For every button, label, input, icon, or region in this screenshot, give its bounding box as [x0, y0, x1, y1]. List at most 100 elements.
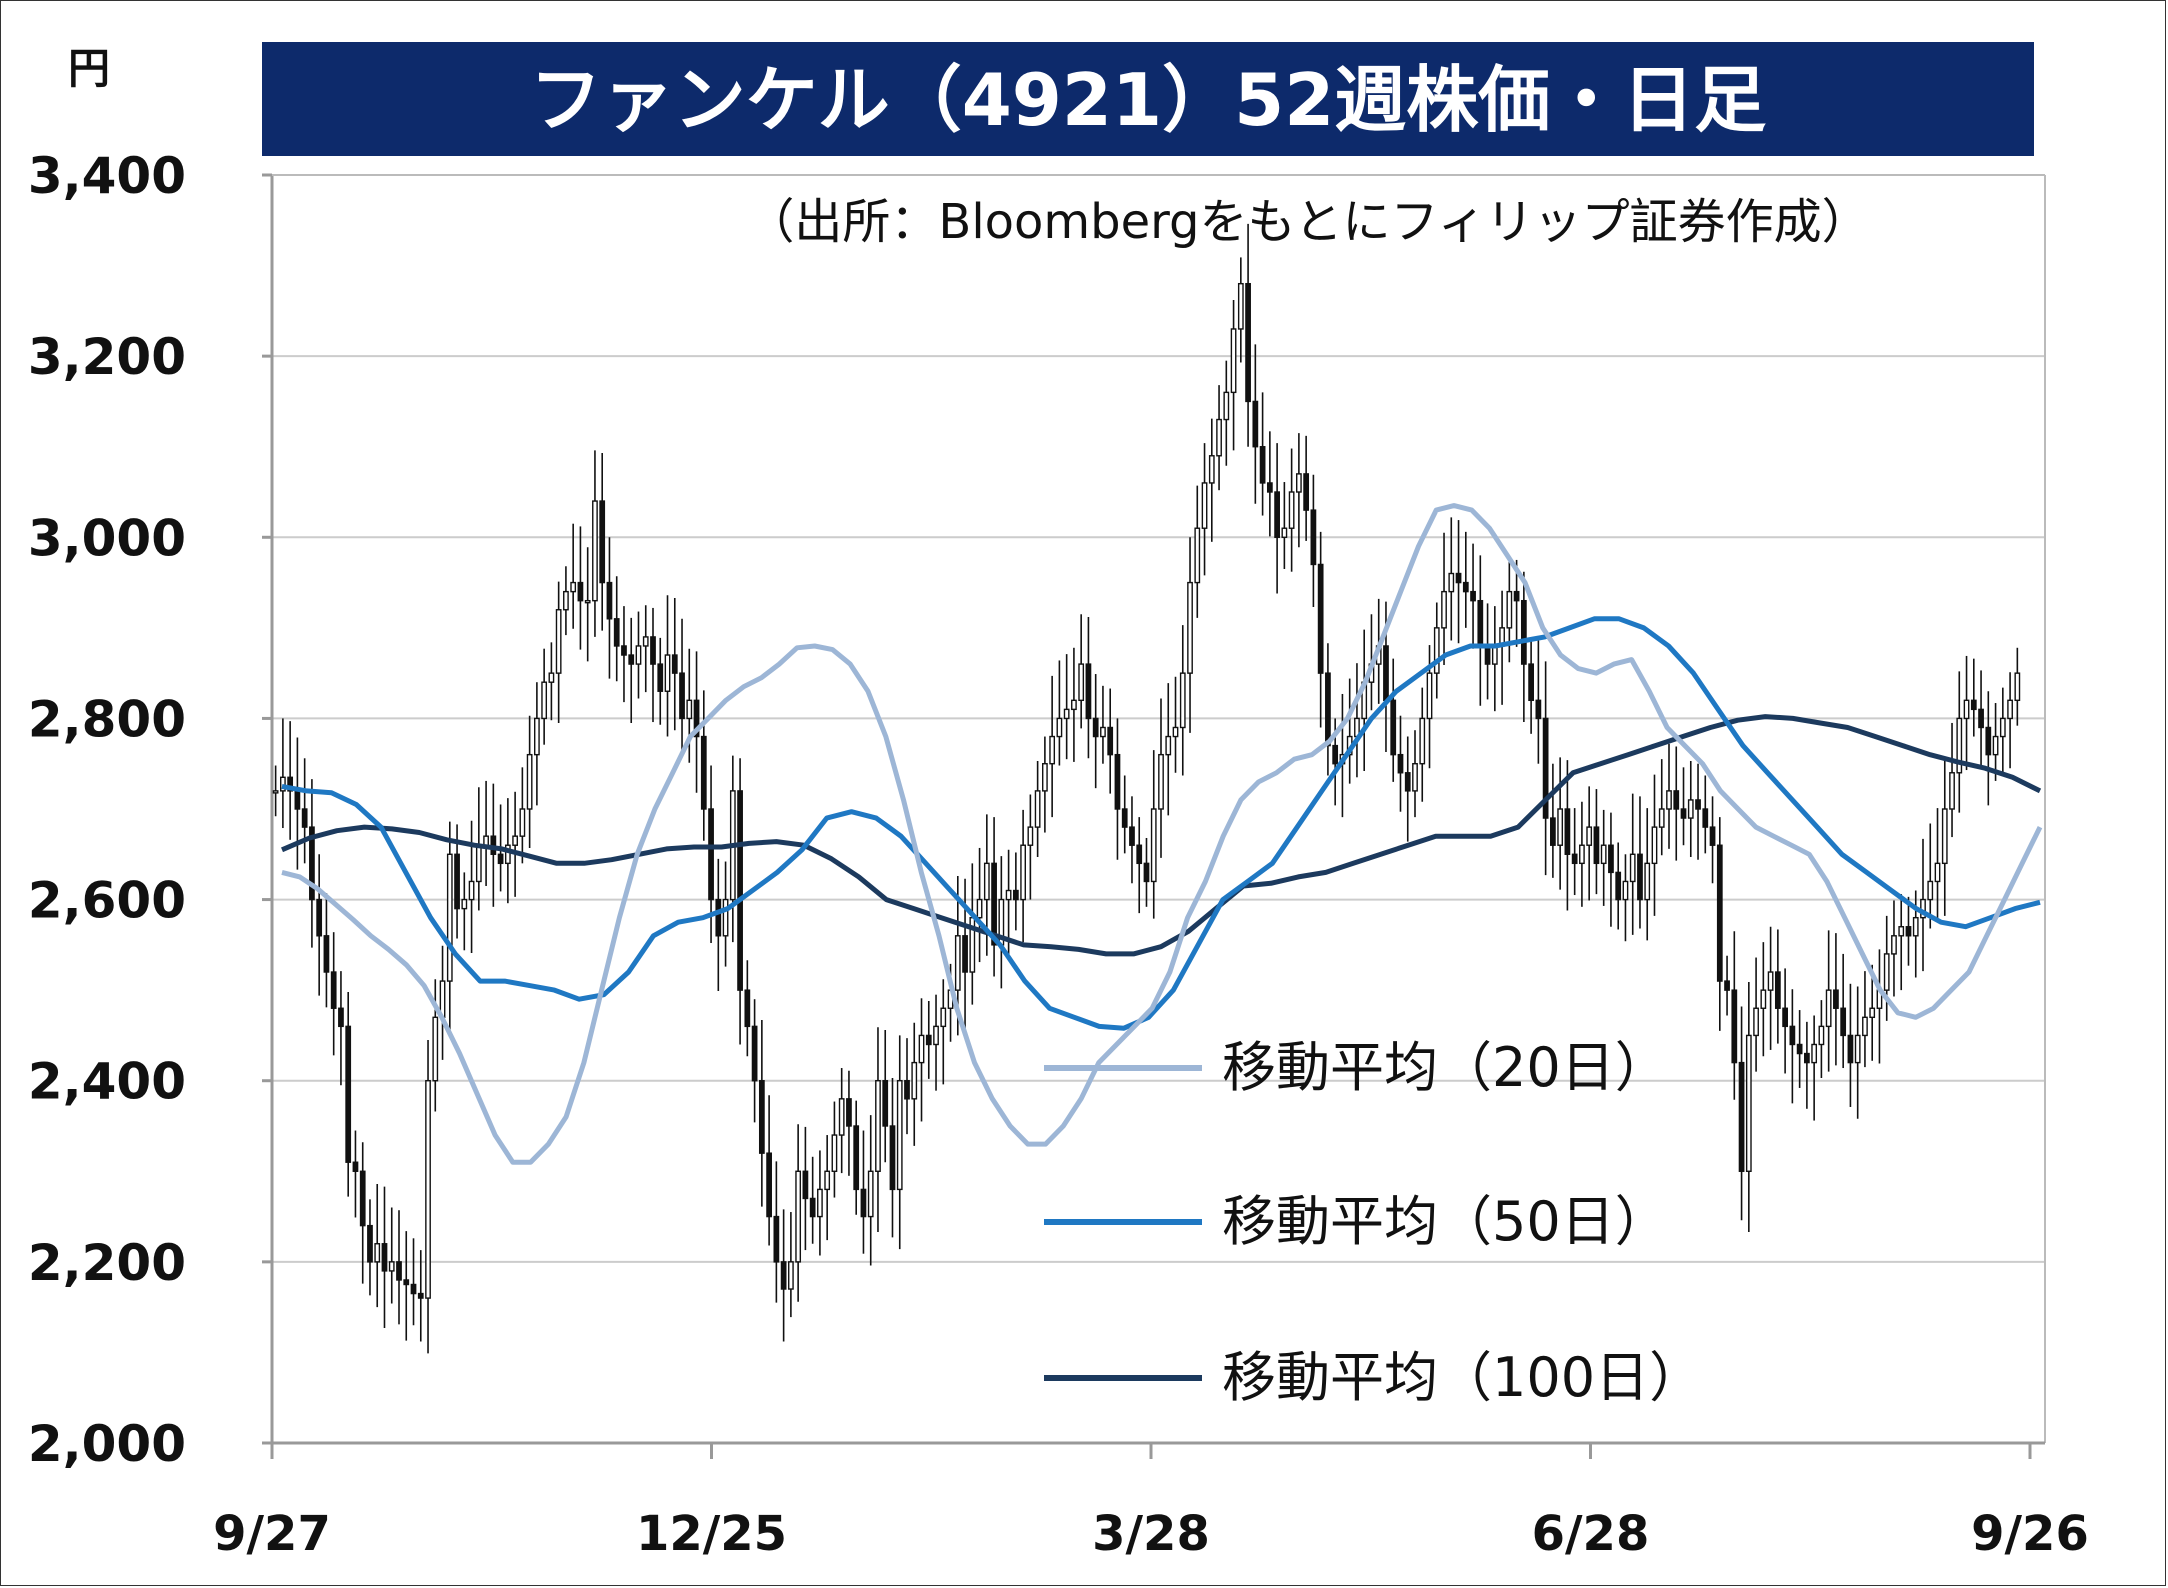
candle-body — [700, 735, 707, 810]
candle-body — [671, 654, 678, 674]
candle-body — [621, 645, 627, 656]
candle-body — [1020, 844, 1026, 901]
candle-body — [1034, 790, 1041, 828]
candle — [584, 547, 591, 662]
candle-body — [1477, 599, 1484, 647]
candle-body — [1804, 1052, 1810, 1064]
ma50-line — [281, 616, 2041, 1031]
candle-body — [809, 1197, 816, 1218]
candle-body — [1107, 726, 1114, 756]
candle-body — [824, 1170, 831, 1191]
candle — [1629, 793, 1636, 935]
candle-body — [359, 1170, 366, 1227]
candle-body — [519, 808, 526, 837]
candle — [439, 945, 446, 1060]
candle-body — [1593, 826, 1600, 865]
candle-body — [991, 862, 997, 946]
candle — [693, 651, 700, 793]
candle — [896, 1035, 903, 1250]
candle-body — [272, 790, 279, 794]
candle-body — [1100, 726, 1106, 738]
candle-body — [882, 1080, 889, 1127]
candle — [2014, 647, 2021, 726]
candle — [925, 1001, 932, 1079]
candle-body — [1071, 699, 1077, 711]
y-tick-label: 2,000 — [28, 1415, 186, 1473]
candle — [1150, 750, 1157, 919]
candle — [1963, 655, 1970, 771]
candle-body — [1208, 455, 1215, 484]
candle — [1600, 809, 1607, 906]
candle — [1687, 760, 1694, 858]
candle — [468, 820, 475, 954]
y-tick-label: 2,600 — [28, 872, 186, 930]
candle — [1847, 983, 1854, 1107]
candle-body — [1462, 581, 1469, 593]
candle-body — [1586, 826, 1593, 846]
candle — [294, 737, 301, 870]
candle-body — [497, 853, 504, 865]
candle — [831, 1101, 838, 1198]
legend-item: 移動平均（100日） — [1044, 1346, 1703, 1409]
candle — [475, 787, 482, 911]
candle — [1020, 809, 1026, 943]
candle-body — [962, 935, 968, 973]
candle — [1854, 986, 1861, 1119]
candle — [1310, 474, 1317, 608]
candle — [867, 1115, 874, 1266]
candle-body — [316, 898, 323, 937]
candle-body — [410, 1283, 417, 1295]
candle-body — [1390, 699, 1397, 756]
candle — [1637, 796, 1643, 929]
candle-body — [1513, 590, 1520, 602]
candle — [1992, 703, 1999, 781]
candle — [1288, 448, 1295, 572]
candle-body — [802, 1170, 809, 1200]
candle — [1179, 625, 1186, 776]
candle — [875, 1027, 881, 1232]
candle-body — [417, 1292, 424, 1299]
x-tick-label: 9/26 — [1971, 1506, 2089, 1562]
candle — [744, 960, 751, 1057]
candle-body — [1840, 1007, 1847, 1037]
candle — [1092, 674, 1099, 789]
legend: 移動平均（20日） 移動平均（50日） 移動平均（100日） — [1044, 1036, 1703, 1409]
candle — [330, 932, 337, 1056]
candle-body — [1252, 400, 1259, 448]
candle-body — [1600, 844, 1607, 865]
candle-body — [483, 835, 489, 846]
candle — [1941, 756, 1948, 916]
candle-body — [664, 654, 671, 692]
legend-label: 移動平均（20日） — [1222, 1036, 1669, 1099]
candle-body — [708, 808, 714, 901]
candle-body — [301, 808, 308, 828]
candle — [991, 817, 997, 977]
candle — [788, 1212, 794, 1318]
candle — [1455, 520, 1462, 644]
candle-body — [1042, 763, 1048, 792]
candle-body — [846, 1098, 852, 1127]
candle — [1760, 942, 1767, 1057]
candle-body — [1571, 853, 1578, 865]
candle-body — [1158, 753, 1164, 810]
candle — [1085, 616, 1092, 759]
candle-body — [1680, 808, 1687, 819]
candle-body — [933, 1025, 939, 1046]
candle-body — [1310, 509, 1317, 566]
candle — [1644, 808, 1651, 941]
candle-body — [548, 672, 555, 683]
candle-body — [1216, 418, 1222, 457]
candle — [352, 1130, 359, 1218]
candle — [904, 1038, 910, 1135]
candle — [1702, 775, 1709, 854]
candle — [1745, 981, 1752, 1232]
candle — [1804, 1021, 1810, 1109]
candle-body — [1644, 862, 1651, 901]
candle-body — [1687, 799, 1694, 819]
candle-body — [788, 1261, 794, 1290]
candle-body — [1949, 772, 1955, 810]
candle — [323, 893, 330, 1008]
candle — [1825, 930, 1832, 1072]
